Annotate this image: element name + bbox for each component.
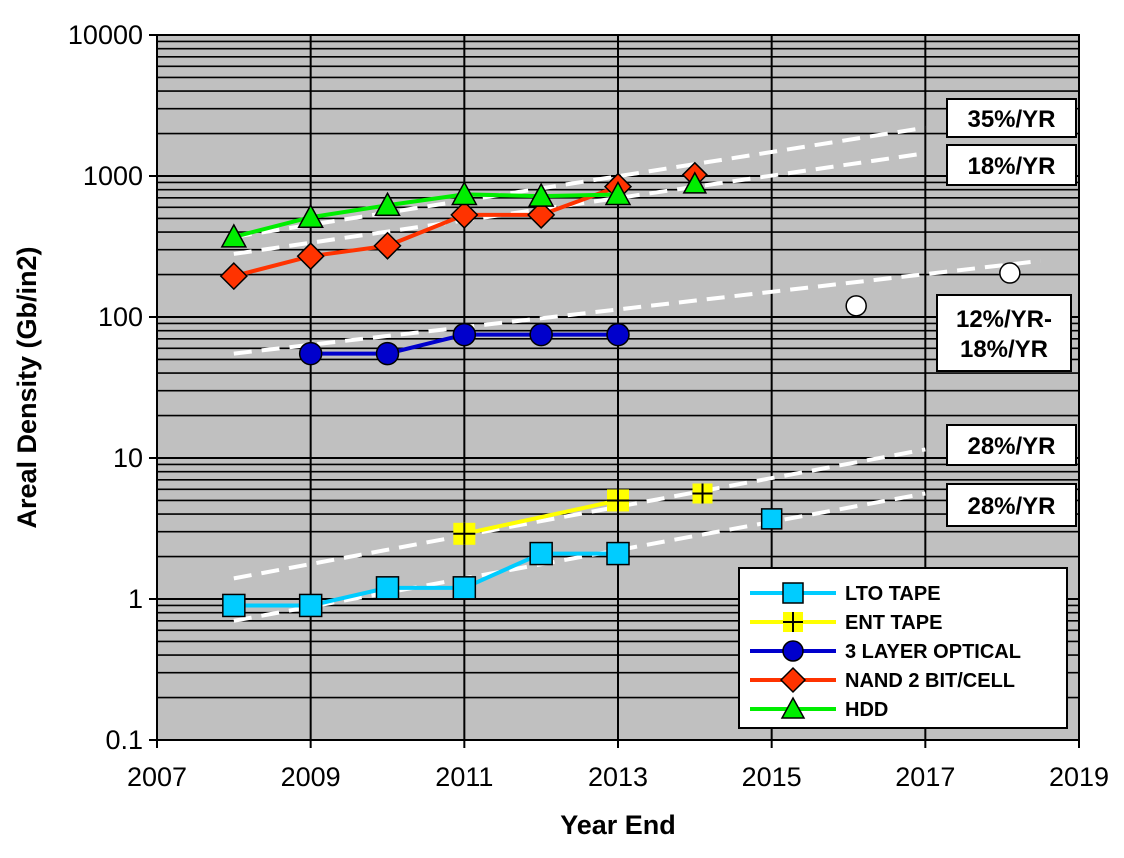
x-tick-label: 2013	[588, 762, 648, 792]
data-point-lto-tape	[375, 576, 400, 600]
legend-label-lto-tape: LTO TAPE	[845, 583, 941, 605]
legend-label-ent-tape: ENT TAPE	[845, 612, 942, 634]
rate-label-text: 12%/YR-	[956, 306, 1052, 333]
data-point-lto-tape	[298, 593, 323, 618]
legend-marker-3-layer-optical	[782, 640, 804, 662]
data-point-3-layer-optical	[298, 341, 323, 366]
trend-line	[233, 491, 926, 623]
series-line-hdd	[233, 192, 619, 239]
x-axis-title: Year End	[560, 810, 676, 840]
trend-line	[233, 258, 1041, 356]
projected-point-hdd	[682, 171, 708, 194]
rate-label-box: 18%/YR	[946, 144, 1077, 186]
data-point-lto-tape	[606, 541, 630, 566]
rate-label-box: 12%/YR- 18%/YR	[936, 294, 1072, 372]
data-series	[219, 172, 633, 618]
rate-label-box: 35%/YR	[946, 98, 1077, 138]
trend-line	[233, 447, 926, 581]
x-tick-label: 2017	[895, 762, 955, 792]
rate-label-text: 18%/YR	[960, 336, 1048, 363]
x-tick-label: 2011	[435, 762, 493, 792]
projected-point-lto-tape	[760, 508, 783, 530]
y-tick-label: 10	[113, 443, 143, 473]
data-point-hdd	[527, 182, 555, 207]
y-tick-label: 1	[128, 584, 143, 614]
trend-line	[233, 125, 926, 239]
rate-label-frame	[936, 294, 1072, 372]
rate-label-frame	[946, 424, 1077, 466]
x-tick-label: 2019	[1049, 762, 1109, 792]
data-point-3-layer-optical	[606, 322, 630, 347]
data-point-nand-2-bit-cell	[296, 242, 325, 271]
rate-label-text: 28%/YR	[967, 433, 1055, 460]
rate-label-text: 35%/YR	[967, 106, 1055, 133]
data-point-nand-2-bit-cell	[373, 231, 402, 260]
legend-marker-ent-tape	[783, 612, 803, 632]
projected-point-3-layer-optical	[845, 295, 867, 317]
data-point-lto-tape	[529, 541, 553, 566]
data-point-3-layer-optical	[452, 322, 477, 347]
rate-label-frame	[946, 98, 1077, 138]
data-point-hdd	[297, 203, 324, 228]
trend-lines	[233, 125, 1041, 623]
legend-marker-nand-2-bit-cell	[779, 666, 807, 694]
data-point-hdd	[451, 180, 478, 206]
data-point-nand-2-bit-cell	[527, 200, 556, 229]
rate-label-text: 18%/YR	[967, 153, 1055, 180]
legend-marker-lto-tape	[782, 582, 804, 604]
x-tick-label: 2015	[742, 762, 802, 792]
projected-point-3-layer-optical	[999, 262, 1021, 284]
series-line-ent-tape	[463, 498, 619, 536]
trend-line	[233, 151, 926, 256]
legend: LTO TAPE ENT TAPE 3 LAYER OPTICAL NAND 2 BI…	[738, 567, 1068, 729]
data-point-lto-tape	[222, 593, 246, 618]
data-point-hdd	[220, 223, 248, 248]
growth-rate-labels: 35%/YR 18%/YR 12%/YR- 18%/YR 28%/YR 28%/YR	[936, 98, 1077, 527]
rate-label-text: 28%/YR	[967, 493, 1055, 520]
projected-points	[681, 161, 1021, 530]
legend-label-3-layer-optical: 3 LAYER OPTICAL	[845, 641, 1021, 663]
rate-label-box: 28%/YR	[946, 483, 1077, 527]
data-point-hdd	[604, 180, 632, 206]
data-point-ent-tape	[607, 489, 629, 512]
rate-label-frame	[946, 144, 1077, 186]
data-point-ent-tape	[453, 522, 476, 545]
series-line-lto-tape	[233, 551, 618, 608]
data-point-lto-tape	[452, 576, 477, 600]
x-tick-label: 2009	[281, 762, 341, 792]
series-line-nand-2-bit-cell	[233, 184, 619, 279]
data-point-hdd	[374, 191, 401, 217]
projected-point-ent-tape	[692, 483, 713, 504]
axis-ticks: 0.1 1 10 100 1000 10000 2007 2009 2011 2013 2015 20…	[68, 20, 1109, 792]
rate-label-box: 28%/YR	[946, 424, 1077, 466]
y-axis-title: Areal Density (Gb/in2)	[12, 246, 42, 528]
rate-label-frame	[946, 483, 1077, 527]
data-point-nand-2-bit-cell	[219, 262, 248, 291]
x-tick-label: 2007	[127, 762, 187, 792]
y-tick-label: 1000	[83, 161, 143, 191]
y-tick-label: 100	[98, 302, 143, 332]
data-point-nand-2-bit-cell	[450, 200, 479, 229]
legend-label-hdd: HDD	[845, 699, 888, 721]
y-tick-label: 10000	[68, 20, 143, 50]
legend-marker-hdd	[780, 696, 806, 719]
y-tick-label: 0.1	[105, 725, 143, 755]
data-point-3-layer-optical	[529, 322, 553, 347]
legend-label-nand-2-bit-cell: NAND 2 BIT/CELL	[845, 670, 1015, 692]
data-point-3-layer-optical	[375, 341, 400, 366]
